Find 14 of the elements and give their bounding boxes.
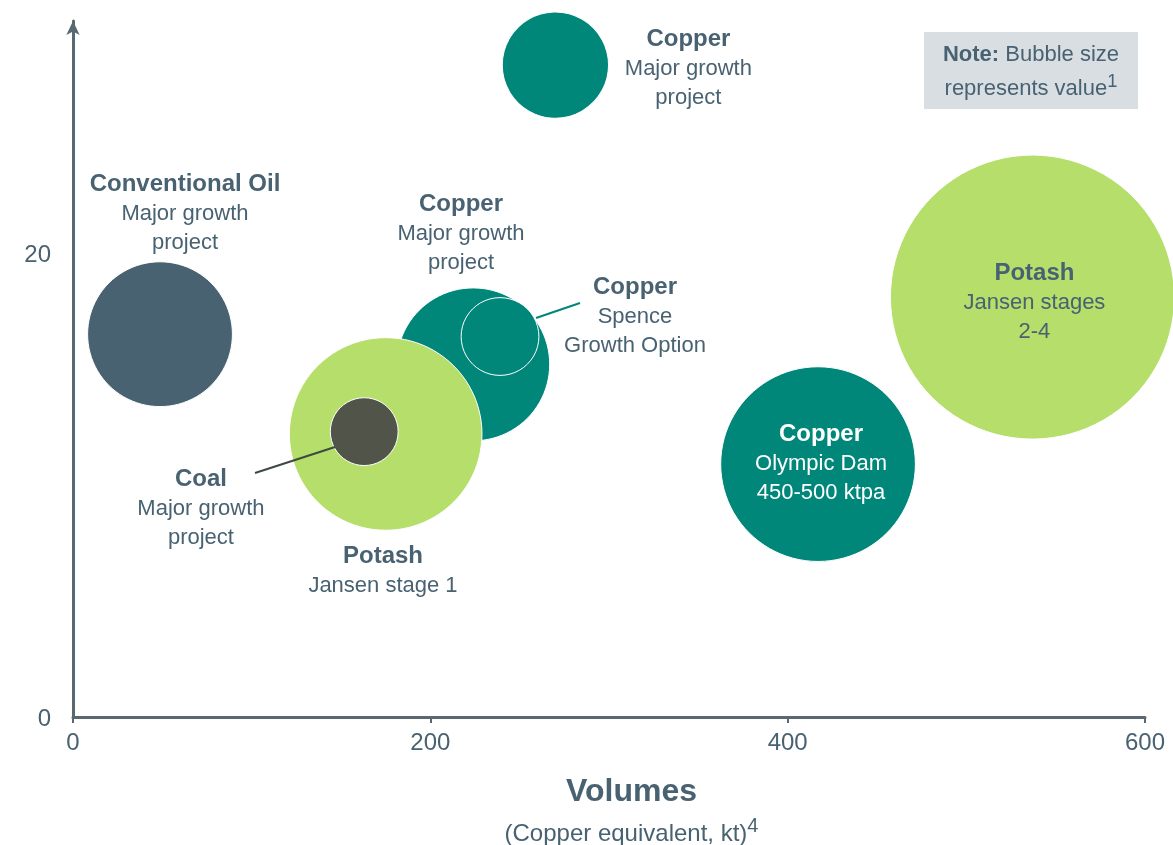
annotation: Potash Jansen stage 1 (308, 539, 458, 599)
annotation: Copper Spence Growth Option (564, 270, 706, 359)
annotation: Copper Major growth project (397, 188, 525, 276)
annotation: Coal Major growth project (137, 462, 265, 551)
x-tick-label: 0 (66, 727, 80, 755)
annotation: Note: Bubble size represents value$^{1}$ (924, 32, 1138, 110)
annotation: Conventional Oil Major growth project (89, 168, 281, 256)
x-tick-label: 400 (767, 727, 808, 755)
annotation: Copper Major growth project (624, 23, 752, 112)
x-tick-label: 600 (1124, 727, 1166, 755)
annotation: Copper Olympic Dam 450-500 ktpa (755, 418, 888, 507)
annotation: Potash Jansen stages 2-4 (963, 257, 1106, 346)
y-tick-label: 20 (24, 239, 51, 267)
x-tick-label: 200 (410, 727, 451, 755)
